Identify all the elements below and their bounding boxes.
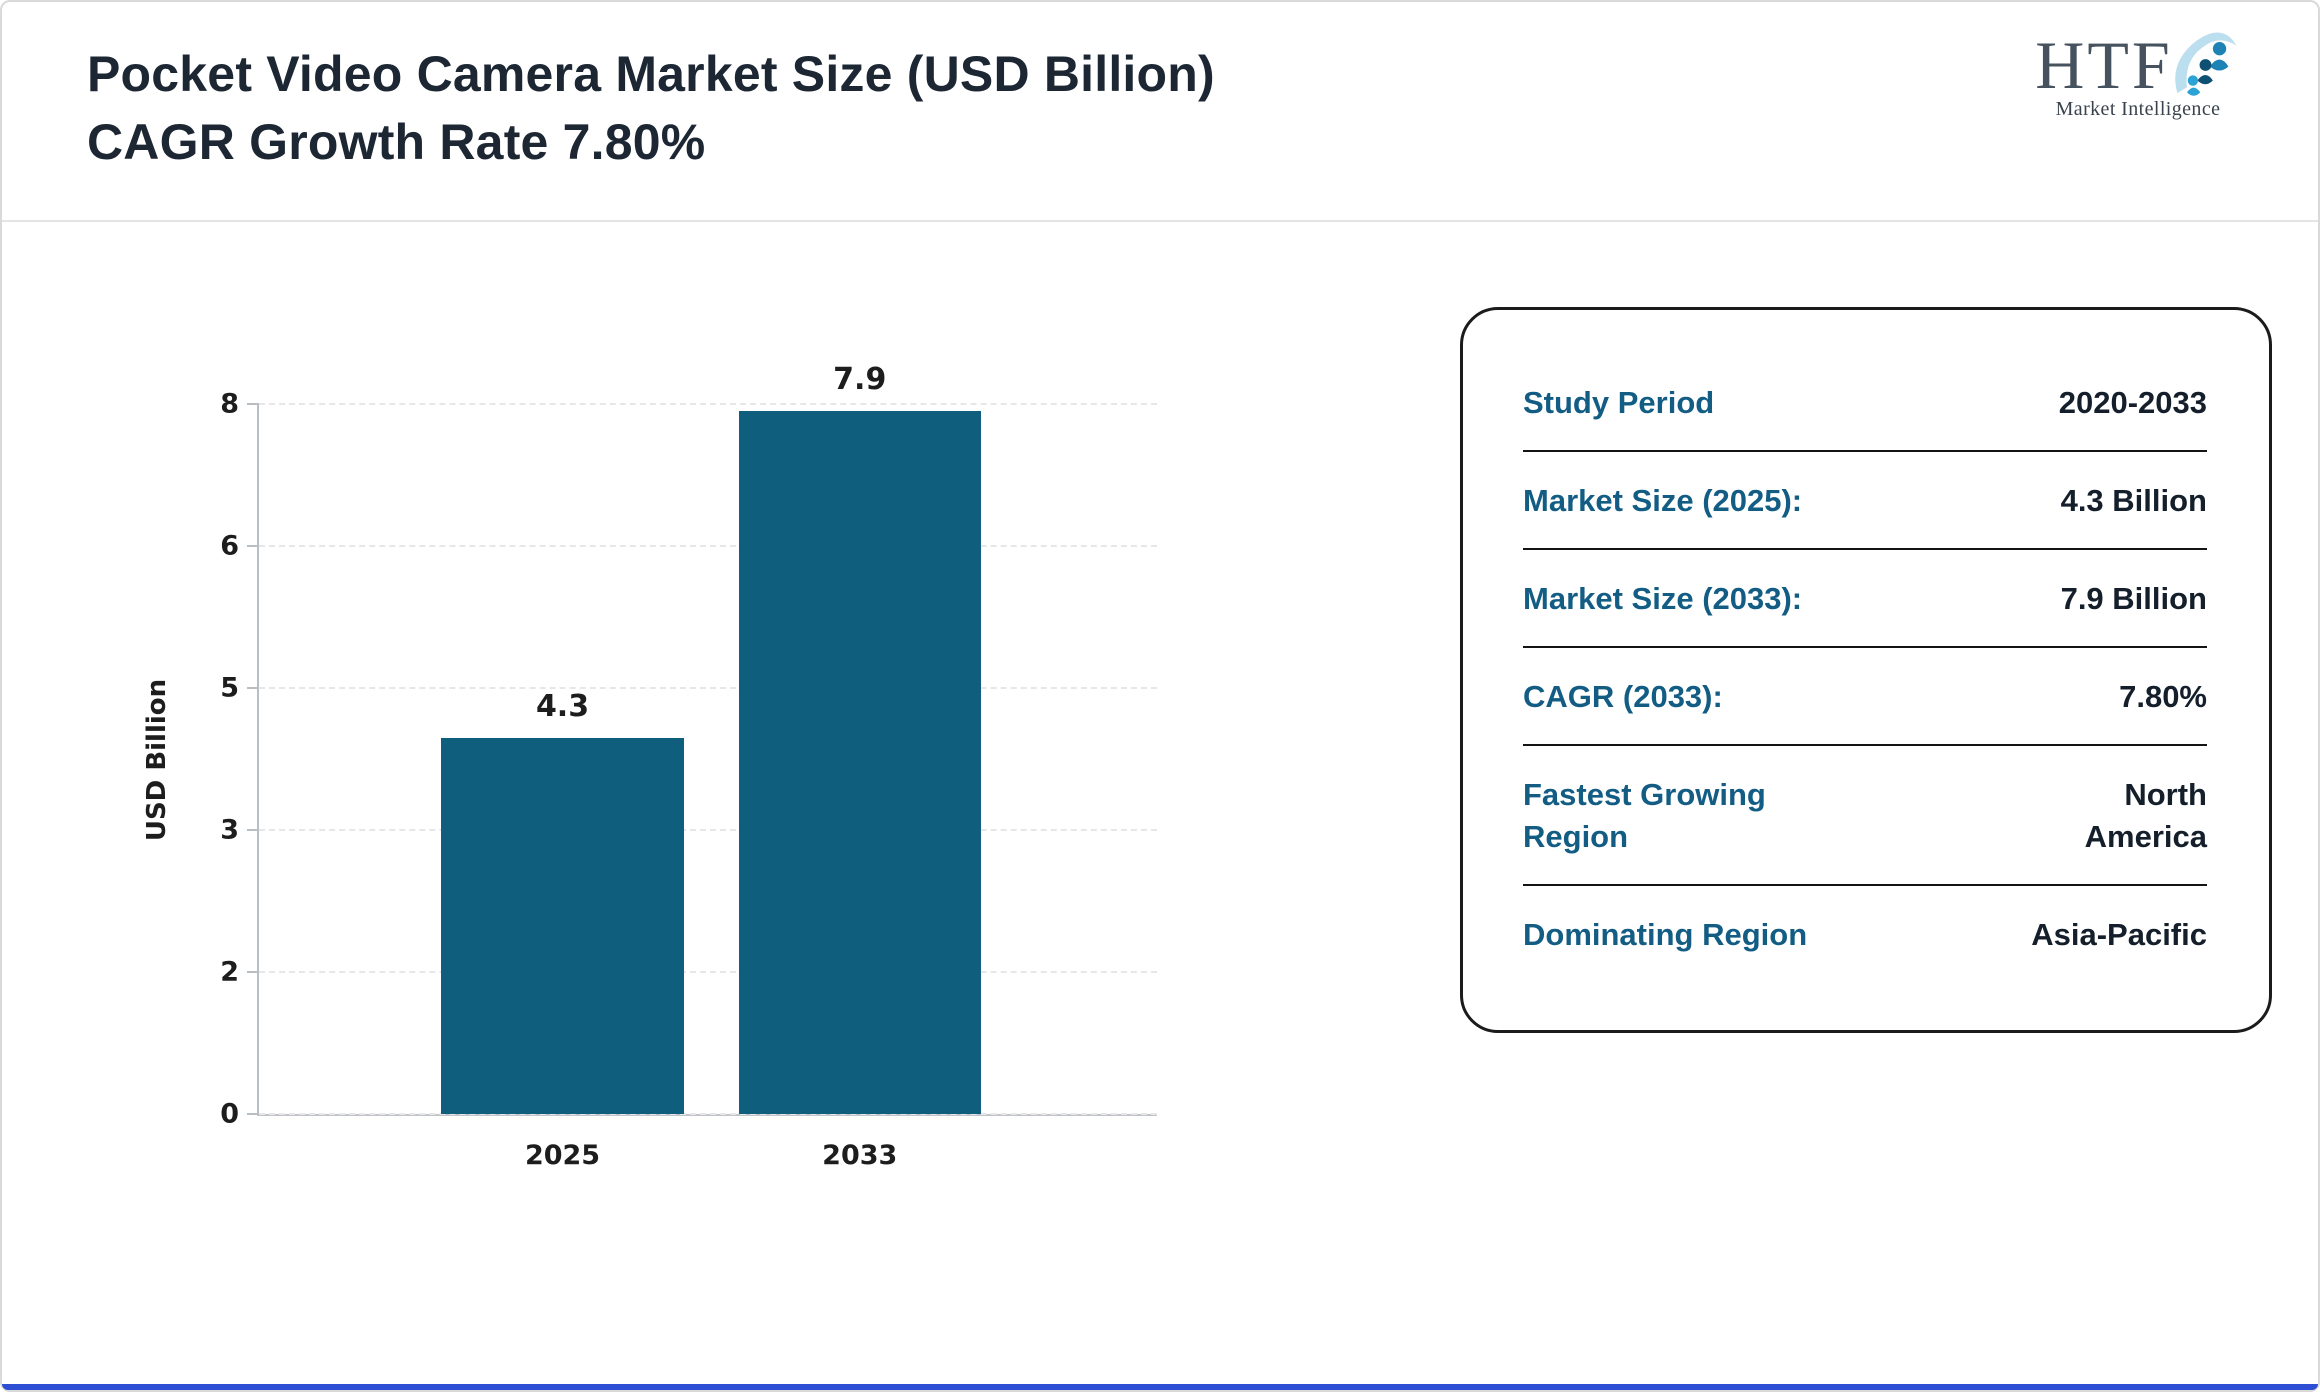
logo-text: HTF xyxy=(2035,27,2173,103)
page-title-line1: Pocket Video Camera Market Size (USD Bil… xyxy=(87,46,1215,102)
summary-box: Study Period 2020-2033 Market Size (2025… xyxy=(1460,307,2272,1033)
y-tick-label: 2 xyxy=(220,956,239,988)
bar-2033 xyxy=(738,411,981,1114)
info-value: North America xyxy=(2084,777,2207,854)
gridline xyxy=(259,829,1157,831)
bar-value-label: 7.9 xyxy=(833,362,887,398)
info-value: 4.3 Billion xyxy=(2060,483,2207,518)
y-axis-tick-mark xyxy=(247,545,259,547)
info-row-market-size-2025: Market Size (2025): 4.3 Billion xyxy=(1523,452,2207,550)
header-divider xyxy=(2,220,2318,222)
info-label: Market Size (2025): xyxy=(1523,483,1803,518)
info-value: 7.9 Billion xyxy=(2060,581,2207,616)
bottom-accent-bar xyxy=(2,1384,2318,1390)
info-label: Market Size (2033): xyxy=(1523,581,1803,616)
bar-value-label: 4.3 xyxy=(535,688,590,724)
gridline xyxy=(259,1113,1157,1115)
gridline xyxy=(259,545,1157,547)
y-axis-label: USD Billion xyxy=(142,678,172,842)
y-axis-tick-mark xyxy=(247,829,259,831)
plot-area: 0 2 3 5 6 8 4.3 2025 7.9 2033 xyxy=(220,362,1157,1171)
logo-swirl-icon xyxy=(2174,32,2237,96)
page-title-line2: CAGR Growth Rate 7.80% xyxy=(87,114,706,170)
info-value: 7.80% xyxy=(2119,679,2207,714)
bar-chart: USD Billion 0 2 3 5 6 8 4.3 2025 7.9 2033 xyxy=(142,362,1157,1171)
y-tick-label: 5 xyxy=(220,672,239,704)
bar-2025 xyxy=(441,737,684,1114)
htf-logo: HTF Market Intelligence xyxy=(2028,30,2248,121)
info-label: Dominating Region xyxy=(1523,917,1808,952)
y-tick-label: 6 xyxy=(220,530,239,562)
logo-subtext: Market Intelligence xyxy=(2055,98,2221,120)
info-value: 2020-2033 xyxy=(2058,385,2207,420)
info-label: CAGR (2033): xyxy=(1523,679,1723,714)
y-axis-tick-mark xyxy=(247,1113,259,1115)
info-row-study-period: Study Period 2020-2033 xyxy=(1523,354,2207,452)
info-label: Fastest Growing Region xyxy=(1523,777,1766,854)
gridline xyxy=(259,403,1157,405)
y-tick-label: 0 xyxy=(220,1098,239,1130)
info-row-cagr: CAGR (2033): 7.80% xyxy=(1523,648,2207,746)
y-tick-label: 8 xyxy=(220,388,239,420)
info-row-fastest-growing-region: Fastest Growing Region North America xyxy=(1523,746,2207,886)
gridline xyxy=(259,971,1157,973)
y-axis-tick-mark xyxy=(247,687,259,689)
logo-row: HTF xyxy=(2028,30,2248,102)
page-title: Pocket Video Camera Market Size (USD Bil… xyxy=(87,40,1215,176)
info-value: Asia-Pacific xyxy=(2031,917,2207,952)
info-row-market-size-2033: Market Size (2033): 7.9 Billion xyxy=(1523,550,2207,648)
y-axis-tick-mark xyxy=(247,971,259,973)
y-tick-label: 3 xyxy=(220,814,239,846)
y-axis-tick-mark xyxy=(247,403,259,405)
info-row-dominating-region: Dominating Region Asia-Pacific xyxy=(1523,886,2207,982)
x-tick-label: 2025 xyxy=(524,1140,601,1171)
info-label: Study Period xyxy=(1523,385,1715,420)
gridline xyxy=(259,687,1157,689)
x-tick-label: 2033 xyxy=(822,1140,898,1171)
